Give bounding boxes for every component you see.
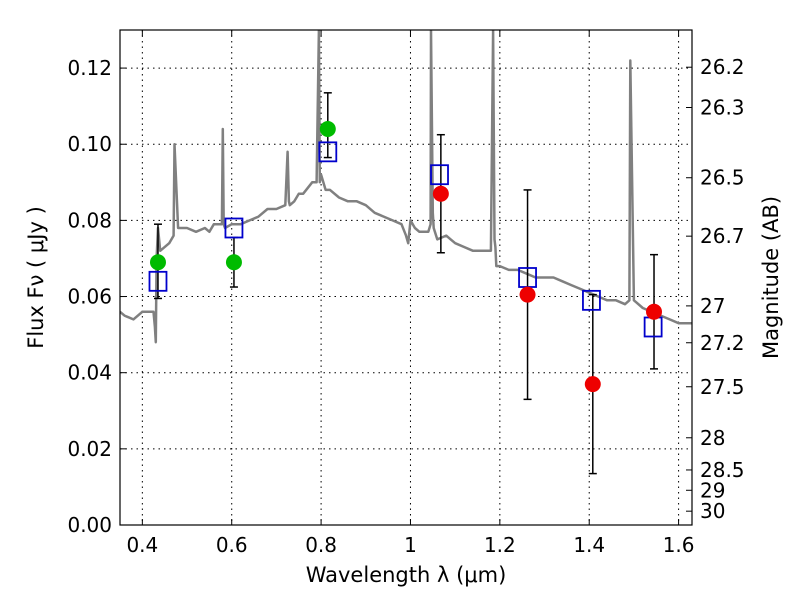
y-tick-label: 0.04 — [67, 361, 112, 385]
model-photometry-box — [224, 217, 244, 239]
magnitude-tick-label: 30 — [700, 499, 725, 523]
model-photometry-box — [148, 270, 168, 292]
red-data-point — [646, 303, 663, 320]
model-spectrum-layer — [120, 30, 692, 344]
x-tick-label: 0.4 — [126, 533, 158, 557]
magnitude-tick-label: 28.5 — [700, 458, 745, 482]
plot-frame — [119, 29, 693, 526]
y-tick-label: 0.12 — [67, 56, 112, 80]
errorbar-layer — [153, 92, 659, 475]
magnitude-tick-label: 27.5 — [700, 375, 745, 399]
red-data-point — [584, 376, 601, 393]
box-marker-layer — [148, 141, 663, 338]
x-tick-label: 1.2 — [484, 533, 516, 557]
green-data-point — [149, 254, 166, 271]
magnitude-tick-label: 26.7 — [700, 224, 745, 248]
x-axis-title: Wavelength λ (μm) — [306, 563, 507, 587]
magnitude-tick-label: 26.5 — [700, 166, 745, 190]
y-tick-label: 0.10 — [67, 132, 112, 156]
y-tick-label: 0.00 — [67, 513, 112, 537]
magnitude-tick-label: 28 — [700, 426, 725, 450]
y-tick-label: 0.08 — [67, 208, 112, 232]
model-photometry-box — [582, 289, 601, 311]
y-axis-title: Flux Fν ( μJy ) — [24, 206, 48, 349]
green-data-point — [225, 254, 242, 271]
green-data-point — [319, 121, 336, 137]
x-tick-label: 0.6 — [216, 533, 248, 557]
point-marker-layer — [149, 121, 663, 393]
x-tick-label: 1.6 — [663, 533, 695, 557]
x-tick-label: 0.8 — [305, 533, 337, 557]
red-data-point — [432, 185, 449, 202]
x-tick-label: 1.4 — [573, 533, 605, 557]
y-tick-label: 0.02 — [67, 437, 112, 461]
model-photometry-box — [643, 316, 663, 338]
model-spectrum-line — [120, 30, 692, 344]
magnitude-tick-label: 27 — [700, 294, 725, 318]
magnitude-tick-label: 26.2 — [700, 55, 745, 79]
magnitude-axis-title: Magnitude (AB) — [759, 196, 783, 359]
y-tick-label: 0.06 — [67, 285, 112, 309]
model-photometry-box — [318, 141, 338, 163]
magnitude-tick-label: 27.2 — [700, 331, 745, 355]
x-tick-label: 1 — [404, 533, 417, 557]
tick-layer: 0.4 0.6 0.8 1 1.2 1.4 1.6 0.00 0.02 0.04 0.06 0.08 0… — [67, 30, 745, 557]
magnitude-tick-label: 26.3 — [700, 95, 745, 119]
model-photometry-box — [430, 164, 449, 186]
red-data-point — [519, 286, 536, 303]
grid — [120, 30, 692, 525]
magnitude-tick-label: 29 — [700, 478, 725, 502]
